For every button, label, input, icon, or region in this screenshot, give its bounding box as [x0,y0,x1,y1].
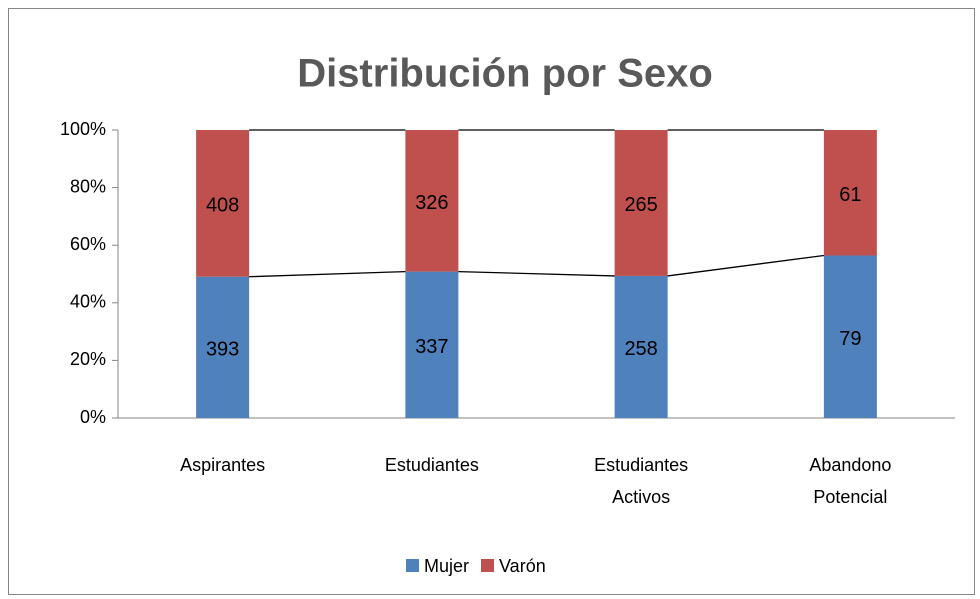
series-line [458,270,615,277]
y-tick-label: 100% [60,119,106,139]
y-tick-label: 60% [70,234,106,254]
data-label: 79 [839,328,861,350]
data-label: 408 [206,195,239,217]
data-label: 61 [839,184,861,206]
legend-swatch [481,559,495,572]
bar-segment [823,255,877,418]
y-tick-label: 40% [70,292,106,312]
data-label: 326 [415,192,448,214]
bar-segment [405,271,459,418]
bar-segment [196,130,250,277]
series-line [249,270,406,278]
series-line [667,254,824,277]
bar-segment [823,130,877,256]
x-tick-label: Abandono Potencial [809,455,891,507]
legend-label: Mujer [424,556,469,576]
data-label: 393 [206,339,239,361]
data-label: 265 [624,194,657,216]
bar-segment [614,275,668,418]
bar-segment [614,130,668,276]
chart-border [8,8,975,595]
x-tick-label: Estudiantes Activos [594,455,688,507]
chart-title: Distribución por Sexo [297,52,713,96]
data-label: 337 [415,336,448,358]
bar-segment [405,130,459,272]
y-tick-label: 20% [70,349,106,369]
legend-swatch [406,559,419,572]
y-tick-label: 0% [80,407,106,427]
data-label: 258 [624,338,657,360]
y-tick-label: 80% [70,176,106,196]
x-tick-label: Aspirantes [180,455,265,475]
legend-label: Varón [499,556,546,576]
bar-segment [196,276,250,418]
x-tick-label: Estudiantes [385,455,479,475]
